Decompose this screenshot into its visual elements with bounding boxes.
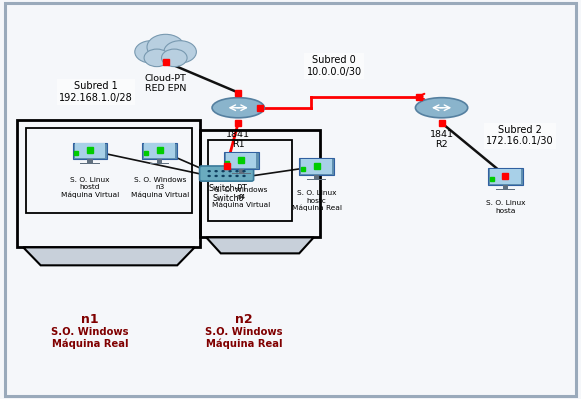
Bar bbox=[231, 173, 251, 174]
Text: Subred 2
172.16.0.1/30: Subred 2 172.16.0.1/30 bbox=[486, 125, 554, 146]
Text: S. O. Linux
hostd
Máquina Virtual: S. O. Linux hostd Máquina Virtual bbox=[61, 177, 119, 198]
Bar bbox=[87, 159, 93, 163]
Bar bbox=[157, 159, 163, 163]
Polygon shape bbox=[23, 247, 195, 265]
Circle shape bbox=[242, 175, 246, 177]
Text: n2: n2 bbox=[235, 313, 253, 326]
Circle shape bbox=[214, 175, 218, 177]
Circle shape bbox=[228, 175, 232, 177]
Text: S.O. Windows
Máquina Real: S.O. Windows Máquina Real bbox=[205, 327, 283, 350]
Bar bbox=[299, 158, 334, 175]
Text: Cloud-PT
RED EPN: Cloud-PT RED EPN bbox=[145, 74, 187, 93]
Circle shape bbox=[207, 175, 211, 177]
Circle shape bbox=[235, 170, 239, 172]
Circle shape bbox=[207, 170, 211, 172]
Circle shape bbox=[164, 41, 196, 63]
Text: S. O. Windows
n4
Máquina Virtual: S. O. Windows n4 Máquina Virtual bbox=[212, 187, 270, 208]
Text: S. O. Windows
n3
Máquina Virtual: S. O. Windows n3 Máquina Virtual bbox=[131, 177, 189, 198]
FancyBboxPatch shape bbox=[200, 166, 254, 181]
Text: Subred 1
192.168.1.0/28: Subred 1 192.168.1.0/28 bbox=[59, 81, 132, 103]
Text: Subred 0
10.0.0.0/30: Subred 0 10.0.0.0/30 bbox=[307, 55, 361, 77]
Circle shape bbox=[228, 170, 232, 172]
Text: 1841
R1: 1841 R1 bbox=[226, 130, 250, 149]
Bar bbox=[73, 142, 107, 159]
Bar bbox=[307, 179, 327, 180]
Bar bbox=[302, 160, 332, 174]
Bar bbox=[224, 152, 259, 169]
Text: S. O. Linux
hosta: S. O. Linux hosta bbox=[486, 200, 525, 213]
Circle shape bbox=[147, 34, 184, 60]
Bar bbox=[145, 144, 175, 158]
Text: S.O. Windows
Máquina Real: S.O. Windows Máquina Real bbox=[51, 327, 129, 350]
Circle shape bbox=[144, 49, 170, 67]
Text: 1841
R2: 1841 R2 bbox=[429, 130, 454, 149]
Bar bbox=[142, 142, 177, 159]
Bar bbox=[238, 169, 244, 173]
Bar bbox=[150, 163, 170, 164]
Bar bbox=[490, 170, 521, 184]
Text: S. O. Linux
hostc
Máquina Real: S. O. Linux hostc Máquina Real bbox=[292, 190, 342, 211]
Ellipse shape bbox=[212, 98, 264, 118]
Bar bbox=[503, 185, 508, 189]
Circle shape bbox=[221, 170, 225, 172]
Bar bbox=[75, 144, 105, 158]
Circle shape bbox=[135, 41, 167, 63]
Bar bbox=[314, 175, 320, 179]
Polygon shape bbox=[206, 237, 314, 253]
Bar bbox=[496, 189, 515, 190]
Bar bbox=[488, 168, 523, 185]
Ellipse shape bbox=[415, 98, 468, 118]
Circle shape bbox=[242, 170, 246, 172]
Circle shape bbox=[162, 49, 187, 67]
Text: Switch-PT
Switch0: Switch-PT Switch0 bbox=[209, 184, 247, 203]
Bar bbox=[80, 163, 100, 164]
Text: n1: n1 bbox=[81, 313, 99, 326]
Circle shape bbox=[221, 175, 225, 177]
Circle shape bbox=[235, 175, 239, 177]
Circle shape bbox=[214, 170, 218, 172]
Bar bbox=[226, 154, 256, 168]
